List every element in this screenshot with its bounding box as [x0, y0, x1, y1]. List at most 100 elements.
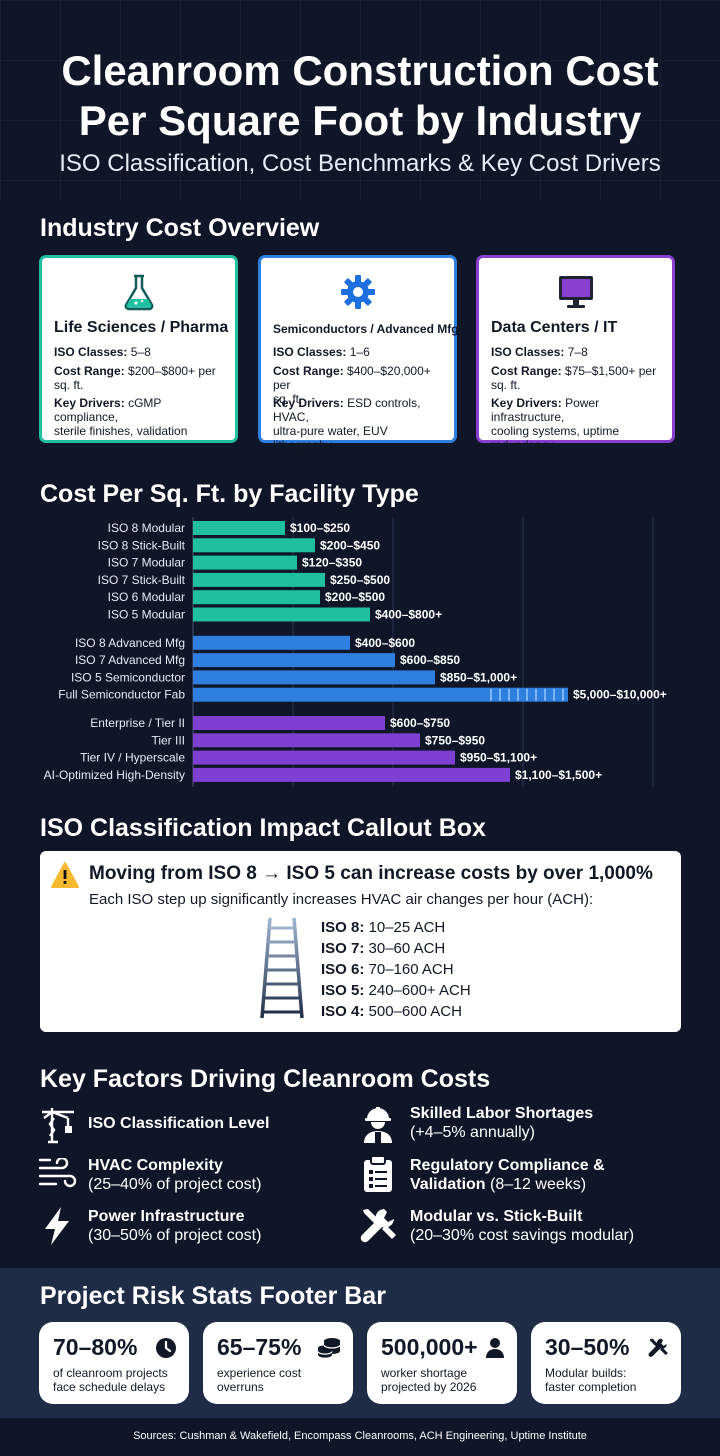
iso-value: 1–6 — [349, 345, 370, 359]
cost-value-2: sq. ft. — [54, 378, 84, 392]
stat-value: 500,000+ — [381, 1334, 478, 1360]
tools-icon — [360, 1209, 396, 1243]
tools-icon — [648, 1338, 668, 1357]
section-heading-footer: Project Risk Stats Footer Bar — [40, 1282, 386, 1310]
iso-label: ISO Classes: — [54, 345, 128, 359]
iso-level-value: 30–60 ACH — [368, 940, 446, 957]
iso-level-label: ISO 8: — [321, 919, 365, 936]
bar — [193, 590, 320, 605]
cost-value-2: sq. ft. — [491, 378, 521, 392]
stat-line-1: worker shortage — [381, 1366, 468, 1380]
section-heading-overview: Industry Cost Overview — [40, 214, 320, 242]
crane-icon — [42, 1108, 74, 1144]
iso-level-row: ISO 7: 30–60 ACH — [321, 940, 445, 957]
axis-break-stripe — [517, 688, 519, 701]
factor-iso-level: ISO Classification Level — [88, 1114, 269, 1133]
factor-title: ISO Classification Level — [88, 1115, 270, 1132]
stat-line-2: face schedule delays — [53, 1380, 166, 1394]
iso-level-row: ISO 8: 10–25 ACH — [321, 919, 445, 936]
person-icon — [486, 1338, 504, 1358]
page-title-line-2: Per Square Foot by Industry — [78, 97, 642, 144]
bar — [193, 750, 455, 765]
card-semiconductors: Semiconductors / Advanced Mfg ISO Classe… — [258, 255, 459, 452]
stat-value: 70–80% — [53, 1334, 138, 1360]
card-title: Semiconductors / Advanced Mfg — [273, 322, 459, 336]
bar — [193, 687, 568, 702]
iso-level-row: ISO 5: 240–600+ ACH — [321, 982, 471, 999]
bar — [193, 572, 325, 587]
axis-break-stripe — [526, 688, 528, 701]
factor-modular: Modular vs. Stick-Built (20–30% cost savi… — [410, 1207, 634, 1245]
sources-footnote: Sources: Cushman & Wakefield, Encompass … — [133, 1430, 587, 1442]
cost-label: Cost Range: — [491, 364, 562, 378]
iso-headline: Moving from ISO 8 → ISO 5 can increase c… — [89, 863, 653, 884]
axis-break-stripe — [508, 688, 510, 701]
bar — [193, 767, 510, 782]
stat-line-2: projected by 2026 — [381, 1380, 477, 1394]
factor-hvac: HVAC Complexity (25–40% of project cost) — [88, 1156, 261, 1194]
factor-title: Skilled Labor Shortages — [410, 1105, 594, 1122]
bar-category-label: Tier III — [151, 733, 185, 747]
factor-title-2: Validation — [410, 1176, 486, 1193]
bar-value-label: $600–$850 — [400, 653, 460, 667]
warning-icon — [51, 862, 79, 888]
cost-value: $200–$800+ per — [128, 364, 216, 378]
iso-label: ISO Classes: — [273, 345, 347, 359]
iso-level-label: ISO 6: — [321, 961, 365, 978]
coins-icon — [317, 1338, 341, 1358]
bar-value-label: $250–$500 — [330, 573, 390, 587]
factor-detail: (20–30% cost savings modular) — [410, 1227, 635, 1244]
clipboard-icon — [364, 1155, 392, 1192]
stat-card-delays: 70–80% of cleanroom projects face schedul… — [39, 1322, 189, 1404]
iso-level-value: 70–160 ACH — [368, 961, 454, 978]
iso-value: 7–8 — [567, 345, 588, 359]
section-heading-chart: Cost Per Sq. Ft. by Facility Type — [40, 480, 419, 508]
iso-level-value: 500–600 ACH — [368, 1003, 462, 1020]
bar-category-label: Enterprise / Tier II — [90, 716, 185, 730]
bar-category-label: ISO 8 Advanced Mfg — [75, 636, 185, 650]
monitor-icon — [479, 272, 672, 317]
card-title: Life Sciences / Pharma — [54, 319, 229, 336]
bar-value-label: $400–$800+ — [375, 608, 442, 622]
page-title-line-1: Cleanroom Construction Cost — [61, 47, 659, 94]
bar — [193, 521, 285, 535]
stat-line-1: Modular builds: — [545, 1366, 627, 1380]
bar-value-label: $200–$500 — [325, 590, 385, 604]
factor-detail: (+4–5% annually) — [410, 1124, 535, 1141]
bar-category-label: ISO 7 Advanced Mfg — [75, 653, 185, 667]
bar-value-label: $750–$950 — [425, 733, 485, 747]
cost-value: $75–$1,500+ per — [565, 364, 657, 378]
bar-category-label: AI-Optimized High-Density — [44, 768, 185, 782]
factor-detail: (8–12 weeks) — [490, 1176, 587, 1193]
axis-break-stripe — [499, 688, 501, 701]
bar-category-label: ISO 8 Modular — [108, 521, 185, 535]
clock-icon — [156, 1338, 176, 1358]
lightning-icon — [45, 1207, 69, 1245]
bar — [193, 670, 435, 685]
stat-line-2: overruns — [217, 1380, 264, 1394]
stat-card-worker-shortage: 500,000+ worker shortage projected by 202… — [367, 1322, 517, 1404]
stat-value: 65–75% — [217, 1334, 302, 1360]
bar — [193, 716, 385, 730]
iso-value: 5–8 — [130, 345, 151, 359]
drivers-value: ESD controls, HVAC, — [273, 396, 421, 424]
stat-value: 30–50% — [545, 1334, 630, 1360]
drivers-value: Power infrastructure, — [491, 396, 600, 424]
section-heading-iso: ISO Classification Impact Callout Box — [40, 814, 486, 842]
worker-icon — [364, 1107, 392, 1143]
bar-value-label: $850–$1,000+ — [440, 670, 517, 684]
iso-level-row: ISO 4: 500–600 ACH — [321, 1003, 462, 1020]
iso-level-value: 10–25 ACH — [368, 919, 446, 936]
bar — [193, 555, 297, 570]
drivers-label: Key Drivers: — [491, 396, 562, 410]
iso-level-label: ISO 4: — [321, 1003, 365, 1020]
drivers-value-2: ultra-pure water, EUV lithography — [273, 424, 388, 452]
stat-line-1: experience cost — [217, 1366, 302, 1380]
bar-value-label: $950–$1,100+ — [460, 751, 537, 765]
bar — [193, 653, 395, 668]
card-title: Data Centers / IT — [491, 319, 618, 336]
drivers-label: Key Drivers: — [54, 396, 125, 410]
bar-value-label: $200–$450 — [320, 538, 380, 552]
bar-category-label: ISO 7 Modular — [108, 556, 185, 570]
stat-line-2: faster completion — [545, 1380, 637, 1394]
